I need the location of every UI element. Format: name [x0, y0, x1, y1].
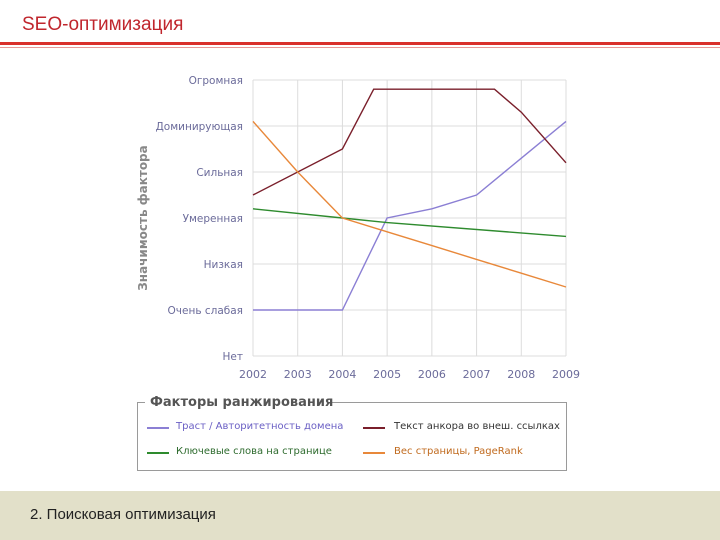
x-tick-label: 2004: [328, 368, 356, 381]
x-tick-label: 2008: [507, 368, 535, 381]
series-line-1: [252, 88, 567, 196]
legend-label-trust: Траст / Авторитетность домена: [176, 421, 344, 432]
footer-title: 2. Поисковая оптимизация: [30, 506, 216, 523]
x-tick-label: 2006: [418, 368, 446, 381]
title-divider-thin: [0, 47, 720, 48]
series-line-2: [252, 208, 567, 238]
legend-swatch-anchor: [363, 427, 385, 429]
legend-label-anchor: Текст анкора во внеш. ссылках: [394, 421, 560, 432]
y-tick-label: Умеренная: [183, 213, 243, 225]
legend-title: Факторы ранжирования: [150, 395, 334, 410]
x-tick-label: 2003: [284, 368, 312, 381]
legend-swatch-trust: [147, 427, 169, 429]
legend-swatch-keywords: [147, 452, 169, 454]
y-tick-label: Сильная: [196, 167, 243, 179]
x-tick-label: 2002: [239, 368, 267, 381]
series-line-3: [252, 120, 567, 288]
legend-label-pagerank: Вес страницы, PageRank: [394, 446, 523, 457]
y-tick-label: Очень слабая: [168, 305, 243, 317]
series-line-0: [253, 120, 567, 311]
y-tick-label: Огромная: [189, 75, 243, 87]
legend-label-keywords: Ключевые слова на странице: [176, 446, 332, 457]
x-tick-label: 2007: [463, 368, 491, 381]
footer-bar: [0, 491, 720, 540]
y-tick-label: Доминирующая: [156, 121, 243, 133]
legend-frame-top-left: [137, 402, 145, 403]
y-axis-label: Значимость фактора: [136, 145, 150, 290]
y-tick-label: Нет: [223, 351, 243, 363]
x-tick-label: 2009: [552, 368, 580, 381]
slide-title: SEO-оптимизация: [22, 14, 184, 35]
y-tick-label: Низкая: [204, 259, 243, 271]
legend-swatch-pagerank: [363, 452, 385, 454]
x-tick-label: 2005: [373, 368, 401, 381]
legend-frame: [137, 402, 567, 471]
legend-frame-top-right: [330, 402, 566, 403]
title-divider: [0, 42, 720, 45]
